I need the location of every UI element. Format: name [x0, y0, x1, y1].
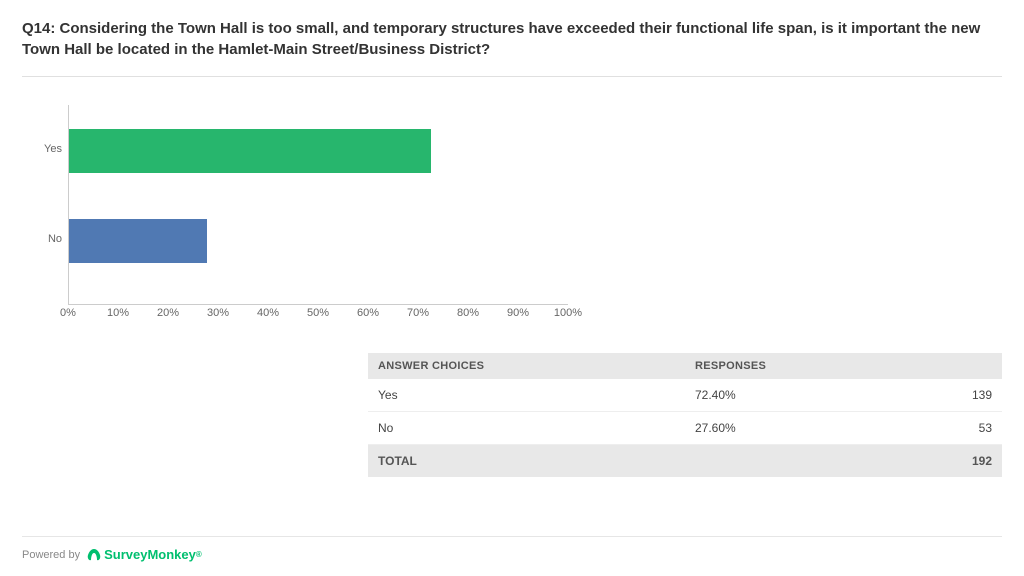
bar-yes	[69, 129, 431, 173]
x-tick-label: 50%	[307, 307, 329, 319]
bar-row-yes	[69, 129, 431, 173]
col-header-responses: RESPONSES	[685, 353, 1002, 379]
registered-icon: ®	[196, 550, 202, 559]
results-table-container: ANSWER CHOICES RESPONSES Yes 72.40% 139 …	[368, 353, 1002, 477]
cell-pct: 72.40%	[685, 379, 876, 412]
x-tick-label: 60%	[357, 307, 379, 319]
table-row: Yes 72.40% 139	[368, 379, 1002, 412]
x-tick-label: 90%	[507, 307, 529, 319]
results-table: ANSWER CHOICES RESPONSES Yes 72.40% 139 …	[368, 353, 1002, 477]
bar-chart: Yes No 0%10%20%30%40%50%60%70%80%90%100%	[28, 105, 568, 335]
x-tick-label: 80%	[457, 307, 479, 319]
question-title: Q14: Considering the Town Hall is too sm…	[22, 18, 1002, 76]
footer: Powered by SurveyMonkey®	[22, 536, 1002, 562]
x-tick-label: 30%	[207, 307, 229, 319]
table-header-row: ANSWER CHOICES RESPONSES	[368, 353, 1002, 379]
x-tick-label: 40%	[257, 307, 279, 319]
bar-row-no	[69, 219, 207, 263]
cell-pct: 27.60%	[685, 412, 876, 445]
brand-text: SurveyMonkey	[104, 547, 196, 562]
x-axis-ticks: 0%10%20%30%40%50%60%70%80%90%100%	[68, 307, 568, 327]
title-divider	[22, 76, 1002, 77]
x-tick-label: 0%	[60, 307, 76, 319]
cell-total-label: TOTAL	[368, 445, 685, 478]
table-row: No 27.60% 53	[368, 412, 1002, 445]
powered-by-label: Powered by	[22, 549, 80, 561]
y-axis-label-yes: Yes	[28, 143, 62, 155]
surveymonkey-logo: SurveyMonkey®	[86, 547, 202, 562]
x-tick-label: 10%	[107, 307, 129, 319]
cell-total-pct	[685, 445, 876, 478]
bar-no	[69, 219, 207, 263]
col-header-choices: ANSWER CHOICES	[368, 353, 685, 379]
cell-label: Yes	[368, 379, 685, 412]
table-total-row: TOTAL 192	[368, 445, 1002, 478]
cell-total-count: 192	[876, 445, 1002, 478]
x-tick-label: 20%	[157, 307, 179, 319]
x-tick-label: 100%	[554, 307, 582, 319]
chart-plot-area	[68, 105, 568, 305]
cell-count: 139	[876, 379, 1002, 412]
monkey-icon	[86, 548, 102, 562]
cell-count: 53	[876, 412, 1002, 445]
cell-label: No	[368, 412, 685, 445]
x-tick-label: 70%	[407, 307, 429, 319]
y-axis-label-no: No	[28, 233, 62, 245]
